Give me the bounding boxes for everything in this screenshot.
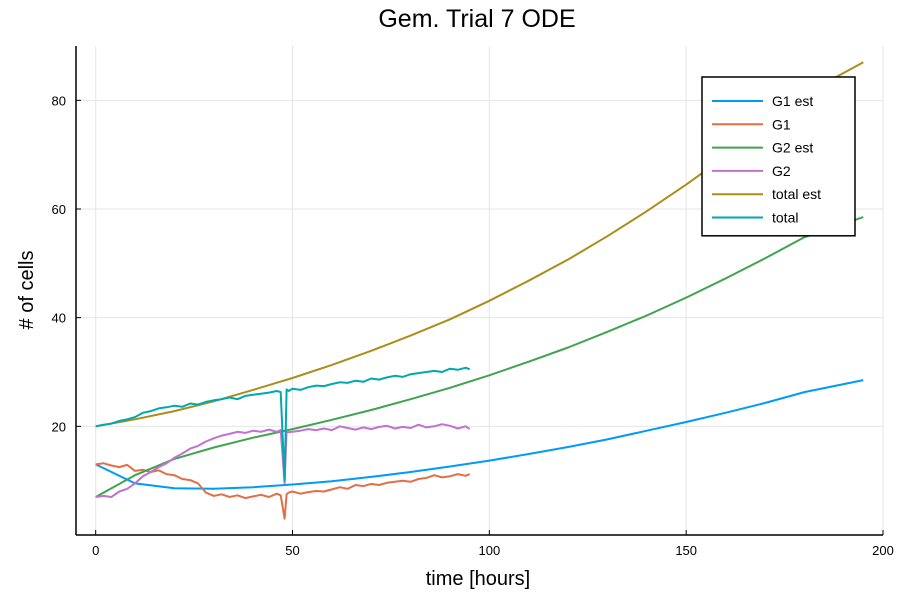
y-tick-label: 40 [52, 311, 66, 326]
y-tick-label: 80 [52, 93, 66, 108]
x-tick-label: 200 [872, 543, 894, 558]
chart-title: Gem. Trial 7 ODE [378, 5, 575, 33]
x-tick-label: 150 [675, 543, 697, 558]
legend: G1 est G1 G2 est G2 total est total [701, 76, 856, 237]
legend-box [701, 76, 856, 237]
legend-label-g2-est: G2 est [772, 140, 813, 156]
x-axis-title: time [hours] [426, 568, 530, 590]
series-line-total [95, 366, 471, 482]
y-tick-label: 20 [52, 419, 66, 434]
x-tick-label: 100 [478, 543, 500, 558]
legend-label-g1-est: G1 est [772, 93, 813, 109]
y-axis-title: # of cells [16, 251, 38, 330]
axes [75, 46, 883, 536]
legend-label-total-est: total est [772, 186, 821, 202]
y-tick-label: 60 [52, 202, 66, 217]
tick-labels: 0 50 100 150 200 20 40 60 80 [52, 93, 894, 558]
series-line-g2-est [95, 216, 864, 498]
series-line-g1 [95, 462, 471, 520]
x-tick-label: 50 [285, 543, 299, 558]
legend-label-total: total [772, 210, 798, 226]
legend-label-g2: G2 [772, 163, 791, 179]
series-line-g1-est [95, 379, 864, 490]
legend-label-g1: G1 [772, 116, 791, 132]
x-tick-label: 0 [92, 543, 99, 558]
